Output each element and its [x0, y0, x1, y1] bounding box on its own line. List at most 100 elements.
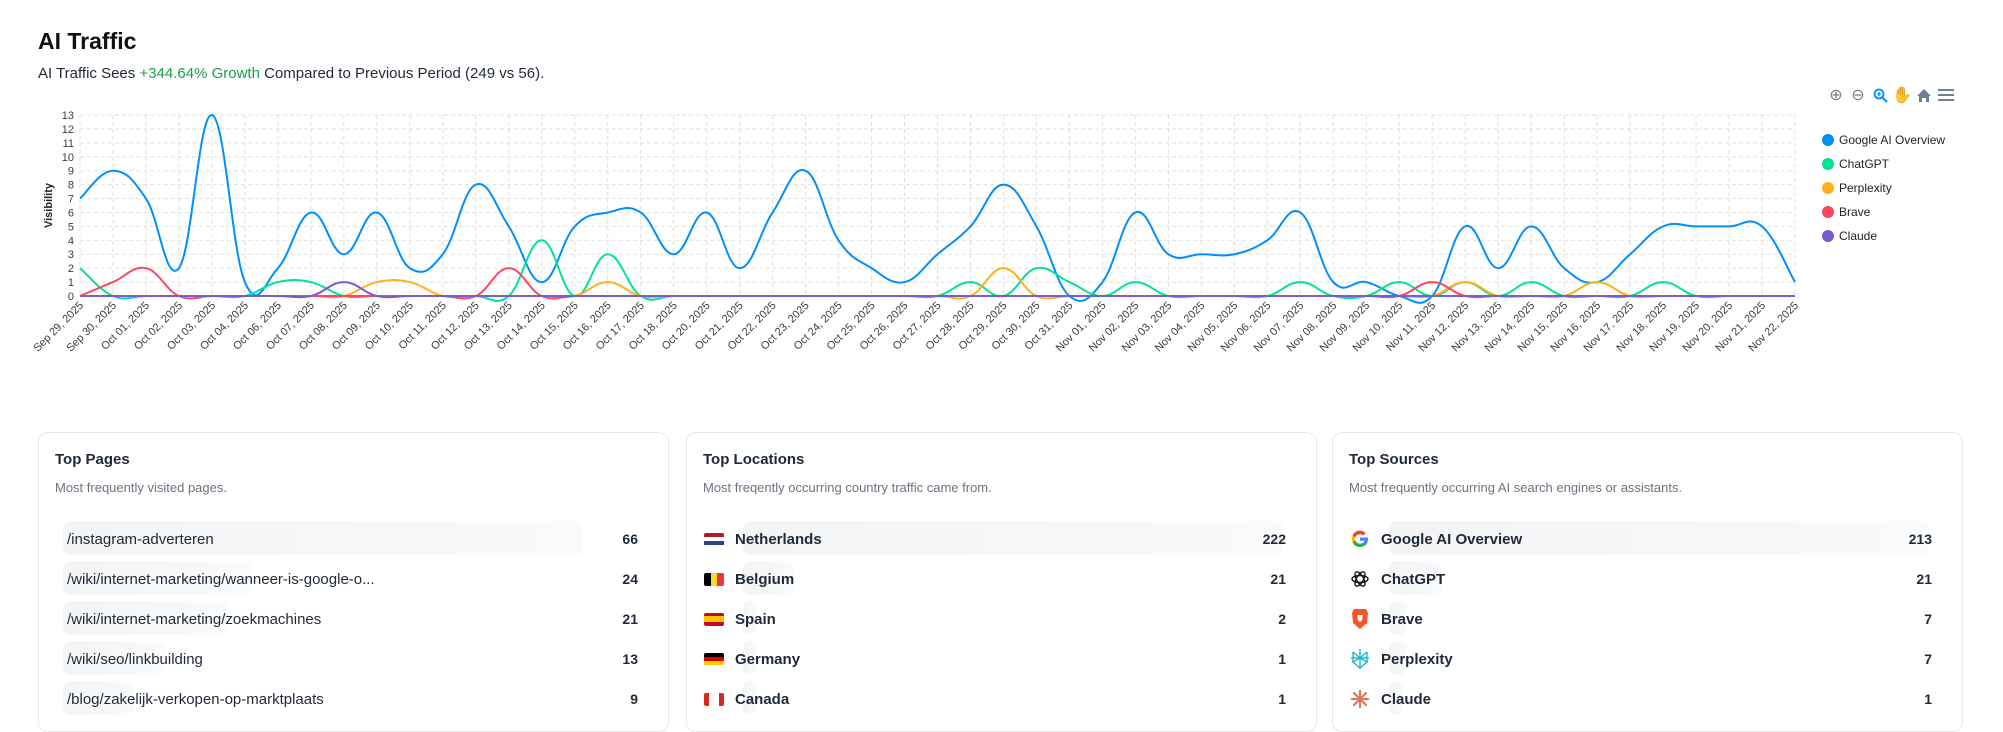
item-label: /blog/zakelijk-verkopen-op-marktplaats	[67, 690, 324, 708]
home-reset-icon[interactable]	[1916, 86, 1932, 104]
pan-hand-icon[interactable]: ✋	[1892, 87, 1912, 104]
series-line-google-ai-overview[interactable]	[79, 113, 1796, 304]
flag-germany-icon	[703, 648, 725, 670]
selection-zoom-icon[interactable]	[1872, 86, 1888, 104]
brave-icon	[1349, 608, 1371, 630]
list-item[interactable]: /wiki/seo/linkbuilding 13	[55, 639, 652, 679]
flag-spain-icon	[703, 608, 725, 630]
y-tick-label: 3	[68, 249, 74, 261]
item-count: 21	[622, 611, 638, 627]
card-description: Most frequently visited pages.	[55, 480, 227, 495]
top-sources-card: Top Sources Most frequently occurring AI…	[1332, 432, 1963, 732]
item-label: Netherlands	[735, 530, 822, 548]
legend-label: Brave	[1839, 205, 1871, 219]
item-count: 213	[1908, 531, 1932, 547]
growth-value: +344.64% Growth	[139, 65, 260, 82]
card-title: Top Pages	[55, 451, 130, 468]
legend-label: Claude	[1839, 229, 1878, 243]
list-item[interactable]: Canada 1	[703, 679, 1300, 719]
value-bar	[63, 641, 166, 675]
flag-belgium-icon	[703, 568, 725, 590]
value-bar	[743, 561, 795, 595]
item-label: Claude	[1381, 690, 1432, 708]
y-axis-title: Visibility	[43, 182, 55, 228]
item-count: 1	[1278, 691, 1286, 707]
list-item[interactable]: Google AI Overview 213	[1349, 519, 1946, 559]
top-locations-card: Top Locations Most freqently occurring c…	[686, 432, 1317, 732]
y-tick-label: 2	[68, 263, 74, 275]
card-title: Top Locations	[703, 451, 805, 468]
y-tick-label: 1	[68, 277, 74, 289]
legend-item[interactable]: Claude	[1822, 224, 1945, 248]
card-description: Most freqently occurring country traffic…	[703, 480, 992, 495]
value-bar	[743, 601, 757, 635]
item-label: /wiki/internet-marketing/zoekmachines	[67, 610, 322, 628]
zoom-out-icon[interactable]: ⊖	[1851, 87, 1865, 104]
series-line-claude[interactable]	[80, 281, 1795, 299]
y-tick-label: 8	[68, 180, 74, 192]
perplexity-icon	[1349, 648, 1371, 670]
list-item[interactable]: Spain 2	[703, 599, 1300, 639]
claude-icon	[1349, 688, 1371, 710]
legend-label: Google AI Overview	[1839, 133, 1946, 147]
item-count: 2	[1278, 611, 1286, 627]
value-bar	[1389, 641, 1407, 675]
item-label: Brave	[1381, 610, 1423, 628]
item-label: /wiki/internet-marketing/wanneer-is-goog…	[67, 570, 375, 588]
legend-marker	[1822, 230, 1834, 242]
value-bar	[63, 521, 583, 555]
list-item[interactable]: Belgium 21	[703, 559, 1300, 599]
summary-suffix: Compared to Previous Period (249 vs 56).	[259, 65, 545, 82]
list-item[interactable]: /instagram-adverteren 66	[55, 519, 652, 559]
item-count: 222	[1262, 531, 1286, 547]
y-tick-label: 4	[68, 235, 74, 247]
menu-icon[interactable]	[1938, 86, 1954, 104]
item-label: /wiki/seo/linkbuilding	[67, 650, 203, 668]
item-count: 9	[630, 691, 638, 707]
flag-netherlands-icon	[703, 528, 725, 550]
item-count: 66	[622, 531, 638, 547]
item-count: 24	[622, 571, 638, 587]
value-bar	[1389, 561, 1443, 595]
list-item[interactable]: /wiki/internet-marketing/zoekmachines 21	[55, 599, 652, 639]
pages-list: /instagram-adverteren 66/wiki/internet-ma…	[55, 519, 652, 719]
chatgpt-icon	[1349, 568, 1371, 590]
y-tick-label: 6	[68, 207, 74, 219]
list-item[interactable]: Netherlands 222	[703, 519, 1300, 559]
list-item[interactable]: Brave 7	[1349, 599, 1946, 639]
legend-item[interactable]: Brave	[1822, 200, 1945, 224]
item-count: 21	[1270, 571, 1286, 587]
value-bar	[63, 601, 229, 635]
y-tick-label: 10	[62, 152, 74, 164]
list-item[interactable]: Perplexity 7	[1349, 639, 1946, 679]
chart-legend: Google AI Overview ChatGPT Perplexity Brave…	[1822, 128, 1945, 248]
page-title: AI Traffic	[38, 28, 137, 54]
legend-label: ChatGPT	[1839, 157, 1890, 171]
sources-list: Google AI Overview 213 ChatGPT 21 Brave 7 Perp…	[1349, 519, 1946, 719]
item-count: 7	[1924, 611, 1932, 627]
card-title: Top Sources	[1349, 451, 1439, 468]
legend-marker	[1822, 158, 1834, 170]
legend-item[interactable]: ChatGPT	[1822, 152, 1945, 176]
list-item[interactable]: /blog/zakelijk-verkopen-op-marktplaats 9	[55, 679, 652, 719]
top-pages-card: Top Pages Most frequently visited pages.…	[38, 432, 669, 732]
value-bar	[63, 561, 253, 595]
google-icon	[1349, 528, 1371, 550]
legend-item[interactable]: Perplexity	[1822, 176, 1945, 200]
y-tick-label: 7	[68, 194, 74, 206]
legend-label: Perplexity	[1839, 181, 1892, 195]
legend-item[interactable]: Google AI Overview	[1822, 128, 1945, 152]
list-item[interactable]: Germany 1	[703, 639, 1300, 679]
item-label: Belgium	[735, 570, 795, 588]
value-bar	[1389, 521, 1929, 555]
y-tick-label: 13	[62, 110, 74, 122]
list-item[interactable]: ChatGPT 21	[1349, 559, 1946, 599]
growth-summary: AI Traffic Sees +344.64% Growth Compared…	[38, 65, 544, 82]
card-description: Most frequently occurring AI search engi…	[1349, 480, 1683, 495]
list-item[interactable]: /wiki/internet-marketing/wanneer-is-goog…	[55, 559, 652, 599]
zoom-in-icon[interactable]: ⊕	[1829, 87, 1843, 104]
legend-marker	[1822, 134, 1834, 146]
list-item[interactable]: Claude 1	[1349, 679, 1946, 719]
item-count: 7	[1924, 651, 1932, 667]
